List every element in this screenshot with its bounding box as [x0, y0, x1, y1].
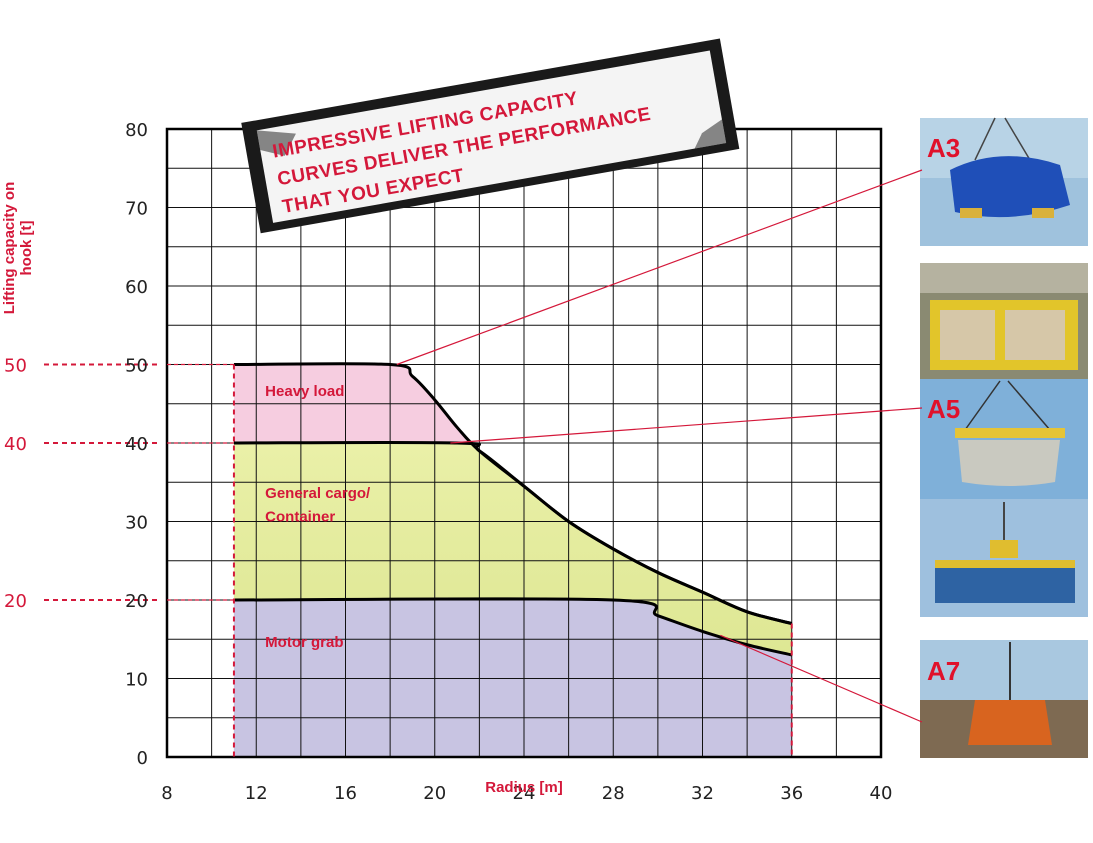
photo-a3: A3	[920, 117, 1088, 246]
region-label: Container	[265, 509, 335, 526]
y-tick-label: 20	[125, 591, 148, 612]
y-tick-label: 70	[125, 199, 148, 220]
x-axis-title: Radius [m]	[485, 779, 563, 796]
callout-lines	[396, 169, 923, 723]
x-tick-label: 40	[870, 783, 893, 804]
region-label: Heavy load	[265, 383, 344, 400]
headline-banner: IMPRESSIVE LIFTING CAPACITY CURVES DELIV…	[241, 38, 740, 234]
region-labels: Heavy load General cargo/Container Motor g…	[265, 383, 371, 651]
y-tick-label: 60	[125, 277, 148, 298]
photo-spreader-bottom	[920, 499, 1088, 617]
x-tick-label: 20	[423, 783, 446, 804]
region-label: General cargo/	[265, 485, 371, 502]
y-tick-label: 80	[125, 120, 148, 141]
x-tick-label: 24	[513, 783, 536, 804]
photo-a5-badge: A5	[927, 394, 960, 424]
x-tick-label: 28	[602, 783, 625, 804]
photo-a3-badge: A3	[927, 133, 960, 163]
axis-ticks: 8 12 16 20 24 28 32 36 40 0 10 20 30 40 50 60 70 80	[125, 120, 892, 804]
ref-label-20: 20	[4, 591, 27, 612]
x-tick-label: 16	[334, 783, 357, 804]
x-tick-label: 36	[780, 783, 803, 804]
x-tick-label: 12	[245, 783, 268, 804]
y-tick-label: 30	[125, 513, 148, 534]
photo-a7-badge: A7	[927, 656, 960, 686]
y-tick-label: 40	[125, 434, 148, 455]
ref-label-40: 40	[4, 434, 27, 455]
callout-line-a7	[720, 634, 923, 723]
y-tick-label: 50	[125, 356, 148, 377]
callout-line-a5	[450, 407, 923, 444]
y-axis-title-line-2: hook [t]	[18, 221, 35, 276]
x-tick-label: 32	[691, 783, 714, 804]
y-tick-label: 0	[137, 748, 148, 769]
ref-label-50: 50	[4, 356, 27, 377]
y-axis-title: Lifting capacity on hook [t]	[1, 182, 35, 315]
photo-a5-group: A5	[920, 263, 1088, 617]
y-tick-label: 10	[125, 670, 148, 691]
banner-paper	[256, 50, 727, 223]
region-label: Motor grab	[265, 634, 343, 651]
y-axis-title-line-1: Lifting capacity on	[1, 182, 18, 315]
photo-a5: A5	[920, 379, 1088, 499]
callout-line-a3	[396, 169, 923, 366]
reference-lines: 50 40 20	[4, 356, 793, 757]
photo-container-spreader-top	[920, 263, 1088, 379]
x-tick-label: 8	[161, 783, 172, 804]
motor-grab-curve	[233, 597, 793, 657]
photo-a7: A7	[920, 640, 1088, 758]
